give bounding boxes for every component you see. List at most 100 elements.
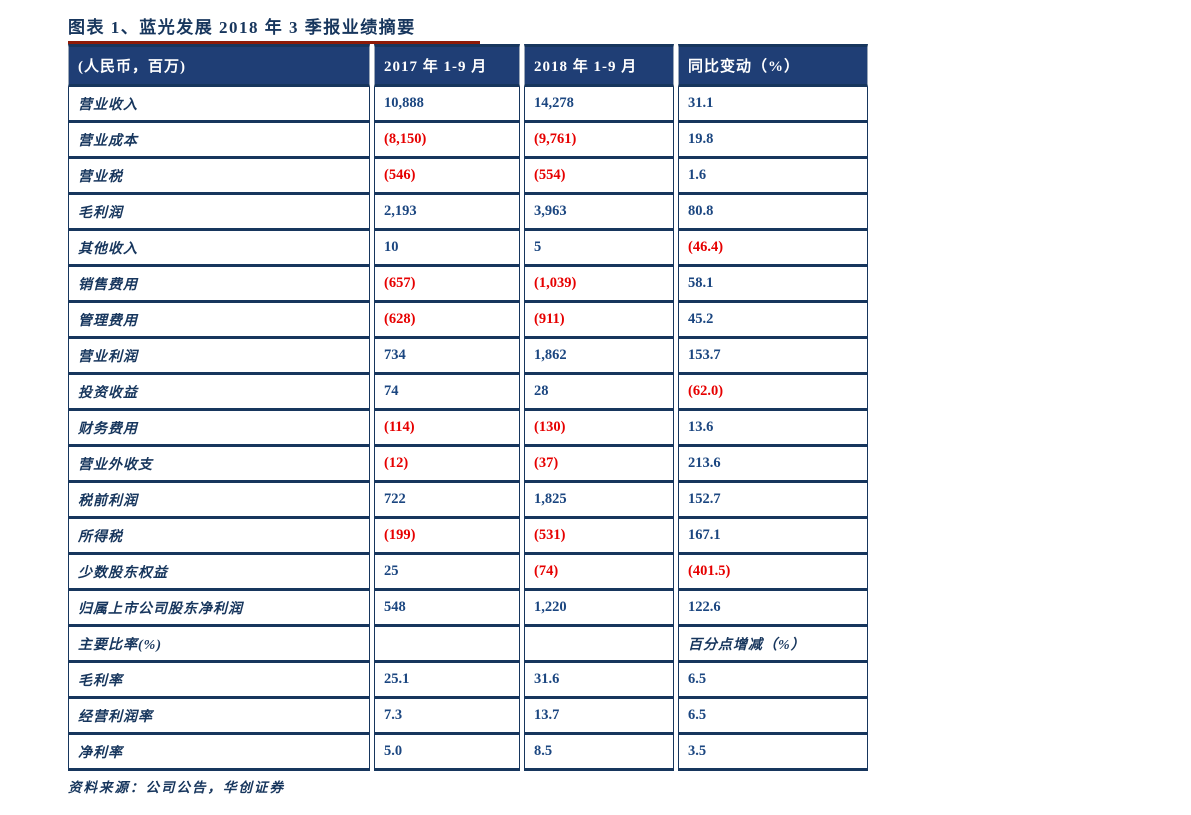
yoy-cell: (62.0) [678, 375, 868, 411]
value-2017-cell: 10,888 [374, 87, 520, 123]
value-2017-cell: 25.1 [374, 663, 520, 699]
table-row: 少数股东权益 25 (74) (401.5) [68, 555, 868, 591]
value-2017-cell: (546) [374, 159, 520, 195]
value-2017-cell: 5.0 [374, 735, 520, 771]
yoy-cell: 6.5 [678, 663, 868, 699]
row-label-cell: 营业收入 [68, 87, 370, 123]
table-row: 毛利润 2,193 3,963 80.8 [68, 195, 868, 231]
row-label-cell: 营业税 [68, 159, 370, 195]
row-label-cell: 少数股东权益 [68, 555, 370, 591]
table-row: 其他收入 10 5 (46.4) [68, 231, 868, 267]
value-2017-cell: (114) [374, 411, 520, 447]
row-label-cell: 销售费用 [68, 267, 370, 303]
yoy-cell: (401.5) [678, 555, 868, 591]
row-label-cell: 主要比率(%) [68, 627, 370, 663]
yoy-cell: 152.7 [678, 483, 868, 519]
table-row: 毛利率 25.1 31.6 6.5 [68, 663, 868, 699]
value-2018-cell: 5 [524, 231, 674, 267]
yoy-cell: 58.1 [678, 267, 868, 303]
value-2018-cell: 31.6 [524, 663, 674, 699]
table-header-row: (人民币，百万) 2017 年 1-9 月 2018 年 1-9 月 同比变动（… [68, 44, 868, 87]
value-2018-cell: 8.5 [524, 735, 674, 771]
table-row: 税前利润 722 1,825 152.7 [68, 483, 868, 519]
value-2017-cell: 25 [374, 555, 520, 591]
yoy-cell: 百分点增减（%） [678, 627, 868, 663]
value-2018-cell: (1,039) [524, 267, 674, 303]
value-2018-cell: 1,220 [524, 591, 674, 627]
value-2018-cell: (911) [524, 303, 674, 339]
yoy-cell: 3.5 [678, 735, 868, 771]
value-2017-cell: 722 [374, 483, 520, 519]
yoy-cell: 153.7 [678, 339, 868, 375]
table-row: 营业收入 10,888 14,278 31.1 [68, 87, 868, 123]
table-row: 销售费用 (657) (1,039) 58.1 [68, 267, 868, 303]
row-label-cell: 净利率 [68, 735, 370, 771]
value-2018-cell: 3,963 [524, 195, 674, 231]
yoy-cell: (46.4) [678, 231, 868, 267]
value-2018-cell: (9,761) [524, 123, 674, 159]
yoy-cell: 19.8 [678, 123, 868, 159]
header-cell-yoy: 同比变动（%） [678, 44, 868, 87]
value-2018-cell: (554) [524, 159, 674, 195]
value-2017-cell: 74 [374, 375, 520, 411]
table-row: 营业外收支 (12) (37) 213.6 [68, 447, 868, 483]
value-2018-cell: 13.7 [524, 699, 674, 735]
table-row: 管理费用 (628) (911) 45.2 [68, 303, 868, 339]
value-2017-cell: (657) [374, 267, 520, 303]
value-2017-cell: 7.3 [374, 699, 520, 735]
yoy-cell: 45.2 [678, 303, 868, 339]
yoy-cell: 167.1 [678, 519, 868, 555]
value-2018-cell: (74) [524, 555, 674, 591]
yoy-cell: 122.6 [678, 591, 868, 627]
table-row: 净利率 5.0 8.5 3.5 [68, 735, 868, 771]
table-row: 营业税 (546) (554) 1.6 [68, 159, 868, 195]
yoy-cell: 6.5 [678, 699, 868, 735]
figure-title: 图表 1、蓝光发展 2018 年 3 季报业绩摘要 [68, 18, 416, 37]
table-row: 归属上市公司股东净利润 548 1,220 122.6 [68, 591, 868, 627]
value-2018-cell: 1,825 [524, 483, 674, 519]
table-row: 主要比率(%) 百分点增减（%） [68, 627, 868, 663]
value-2018-cell: (37) [524, 447, 674, 483]
table-row: 所得税 (199) (531) 167.1 [68, 519, 868, 555]
value-2017-cell: (8,150) [374, 123, 520, 159]
table-row: 营业利润 734 1,862 153.7 [68, 339, 868, 375]
value-2017-cell: 734 [374, 339, 520, 375]
row-label-cell: 归属上市公司股东净利润 [68, 591, 370, 627]
header-cell-unit: (人民币，百万) [68, 44, 370, 87]
source-note: 资料来源：公司公告，华创证券 [68, 780, 285, 795]
yoy-cell: 80.8 [678, 195, 868, 231]
table-row: 财务费用 (114) (130) 13.6 [68, 411, 868, 447]
row-label-cell: 毛利润 [68, 195, 370, 231]
table-row: 投资收益 74 28 (62.0) [68, 375, 868, 411]
value-2018-cell: 28 [524, 375, 674, 411]
table-body: 营业收入 10,888 14,278 31.1 营业成本 (8,150) (9,761) 19… [68, 87, 868, 771]
row-label-cell: 其他收入 [68, 231, 370, 267]
value-2018-cell: 14,278 [524, 87, 674, 123]
row-label-cell: 管理费用 [68, 303, 370, 339]
row-label-cell: 营业利润 [68, 339, 370, 375]
yoy-cell: 213.6 [678, 447, 868, 483]
value-2017-cell [374, 627, 520, 663]
table-header: (人民币，百万) 2017 年 1-9 月 2018 年 1-9 月 同比变动（… [68, 44, 868, 87]
row-label-cell: 投资收益 [68, 375, 370, 411]
row-label-cell: 财务费用 [68, 411, 370, 447]
row-label-cell: 营业外收支 [68, 447, 370, 483]
value-2018-cell: (531) [524, 519, 674, 555]
row-label-cell: 毛利率 [68, 663, 370, 699]
row-label-cell: 营业成本 [68, 123, 370, 159]
row-label-cell: 税前利润 [68, 483, 370, 519]
yoy-cell: 1.6 [678, 159, 868, 195]
row-label-cell: 所得税 [68, 519, 370, 555]
yoy-cell: 31.1 [678, 87, 868, 123]
value-2018-cell: (130) [524, 411, 674, 447]
header-cell-2018: 2018 年 1-9 月 [524, 44, 674, 87]
row-label-cell: 经营利润率 [68, 699, 370, 735]
value-2017-cell: 2,193 [374, 195, 520, 231]
title-underline [68, 41, 480, 44]
value-2017-cell: 10 [374, 231, 520, 267]
value-2017-cell: (628) [374, 303, 520, 339]
value-2018-cell: 1,862 [524, 339, 674, 375]
table-row: 营业成本 (8,150) (9,761) 19.8 [68, 123, 868, 159]
header-cell-2017: 2017 年 1-9 月 [374, 44, 520, 87]
